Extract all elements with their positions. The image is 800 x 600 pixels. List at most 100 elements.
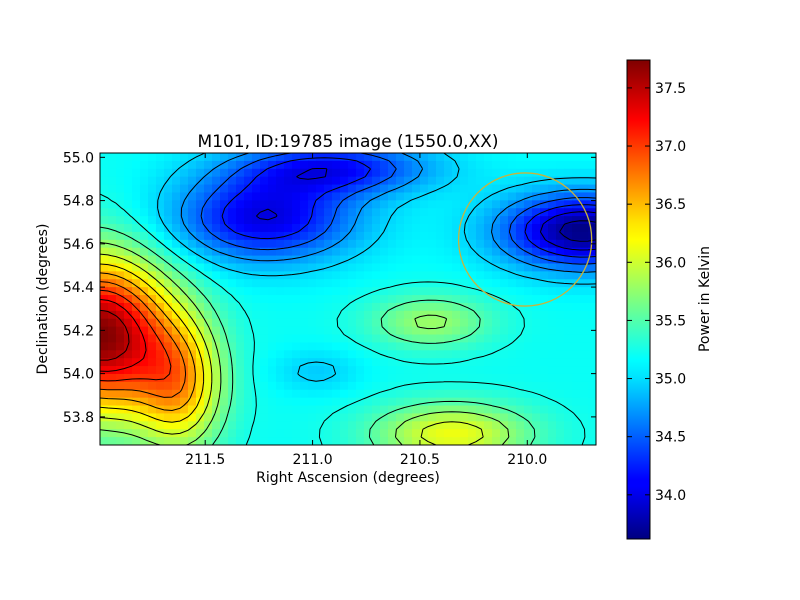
heat-cell <box>356 192 365 201</box>
heat-cell <box>588 326 596 336</box>
heat-cell <box>348 326 357 336</box>
heat-cell <box>252 153 261 162</box>
heat-cell <box>148 342 157 351</box>
heat-cell <box>276 413 285 422</box>
heat-cell <box>212 295 221 304</box>
heat-cell <box>492 310 501 320</box>
heat-cell <box>244 342 253 351</box>
heat-cell <box>548 208 557 217</box>
heat-cell <box>364 437 373 445</box>
heat-cell <box>284 310 293 320</box>
heat-cell <box>148 239 157 249</box>
heat-cell <box>308 302 317 312</box>
heat-cell <box>460 295 469 304</box>
heat-cell <box>396 366 405 375</box>
heat-cell <box>516 192 525 201</box>
heat-cell <box>364 287 373 296</box>
heat-cell <box>132 373 141 383</box>
heat-cell <box>380 366 389 375</box>
heat-cell <box>140 326 149 336</box>
heat-cell <box>284 160 293 170</box>
heat-cell <box>580 208 589 217</box>
heat-cell <box>556 208 565 217</box>
heat-cell <box>388 279 397 288</box>
heat-cell <box>588 302 596 312</box>
heat-cell <box>340 302 349 312</box>
heat-cell <box>244 247 253 257</box>
heat-cell <box>468 413 477 422</box>
heat-cell <box>180 239 189 249</box>
heat-cell <box>260 389 269 399</box>
heat-cell <box>348 279 357 288</box>
heat-cell <box>236 168 245 178</box>
heat-cell <box>476 231 485 241</box>
heat-cell <box>116 342 125 351</box>
heat-cell <box>412 287 421 296</box>
heat-cell <box>556 263 565 272</box>
heat-cell <box>444 271 453 280</box>
heat-cell <box>148 421 157 430</box>
heat-cell <box>340 429 349 438</box>
heat-cell <box>588 255 596 265</box>
heat-cell <box>108 247 117 257</box>
heat-cell <box>460 168 469 178</box>
heat-cell <box>188 397 197 407</box>
heat-cell <box>492 168 501 178</box>
heat-cell <box>308 421 317 430</box>
heat-cell <box>540 160 549 170</box>
heat-cell <box>236 247 245 257</box>
heat-cell <box>124 279 133 288</box>
heat-cell <box>372 279 381 288</box>
heat-cell <box>468 271 477 280</box>
heat-cell <box>484 437 493 445</box>
heat-cell <box>444 200 453 209</box>
heat-cell <box>492 421 501 430</box>
heat-cell <box>132 184 141 194</box>
heat-cell <box>588 160 596 170</box>
heat-cell <box>492 350 501 359</box>
heat-cell <box>364 176 373 186</box>
heat-cell <box>484 334 493 343</box>
heat-cell <box>252 224 261 233</box>
heat-cell <box>468 381 477 391</box>
heat-cell <box>156 413 165 422</box>
heat-cell <box>588 413 596 422</box>
heat-cell <box>404 295 413 304</box>
heat-cell <box>412 200 421 209</box>
heat-cell <box>460 287 469 296</box>
heat-cell <box>492 381 501 391</box>
heat-cell <box>140 295 149 304</box>
heat-cell <box>204 405 213 415</box>
heat-cell <box>548 263 557 272</box>
heat-cell <box>532 160 541 170</box>
heat-cell <box>116 255 125 265</box>
contour-line <box>221 157 596 258</box>
heat-cell <box>484 421 493 430</box>
heat-cell <box>244 437 253 445</box>
heat-cell <box>404 421 413 430</box>
heat-cell <box>412 397 421 407</box>
heat-cell <box>140 429 149 438</box>
heat-cell <box>332 342 341 351</box>
heat-cell <box>396 160 405 170</box>
heat-cell <box>156 216 165 225</box>
heat-cell <box>364 239 373 249</box>
heat-cell <box>444 310 453 320</box>
heat-cell <box>140 247 149 257</box>
heat-cell <box>444 429 453 438</box>
heat-cell <box>116 326 125 336</box>
heat-cell <box>412 310 421 320</box>
heat-cell <box>276 405 285 415</box>
heat-cell <box>332 153 341 162</box>
heat-cell <box>556 421 565 430</box>
heat-cell <box>324 366 333 375</box>
heat-cell <box>116 358 125 367</box>
heat-cell <box>340 168 349 178</box>
heat-cell <box>332 413 341 422</box>
heat-cell <box>100 271 109 280</box>
heat-cell <box>148 168 157 178</box>
heat-cell <box>532 429 541 438</box>
heat-cell <box>260 342 269 351</box>
heat-cell <box>204 176 213 186</box>
heat-cell <box>348 413 357 422</box>
